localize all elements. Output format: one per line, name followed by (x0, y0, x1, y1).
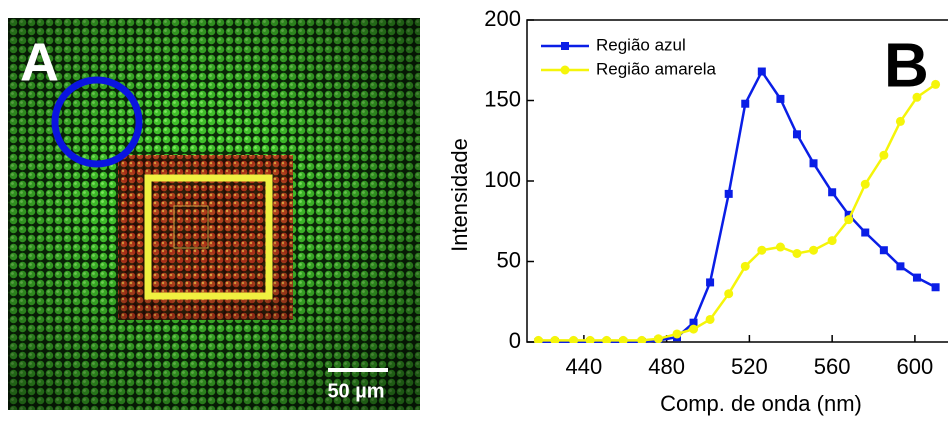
data-point (550, 336, 559, 345)
panel-label: B (884, 31, 929, 100)
x-tick-label: 600 (897, 354, 934, 379)
data-point (809, 246, 818, 255)
data-point (776, 243, 785, 252)
data-point (880, 246, 888, 254)
data-point (828, 236, 837, 245)
legend-marker (561, 66, 570, 75)
y-tick-label: 100 (484, 167, 521, 192)
data-point (861, 229, 869, 237)
data-point (534, 336, 543, 345)
figure: A 50 µm 0 50 100 150 200 440 480 520 560 600 Comp.… (0, 0, 948, 423)
legend-label: Região amarela (596, 59, 717, 78)
y-tick-label: 50 (497, 247, 521, 272)
y-tick-label: 200 (484, 6, 521, 31)
series-line (538, 84, 935, 340)
data-point (792, 249, 801, 258)
y-axis-label: Intensidade (447, 138, 472, 252)
data-point (654, 334, 663, 343)
data-point (793, 130, 801, 138)
data-point (586, 336, 595, 345)
data-point (706, 278, 714, 286)
plot-area (534, 68, 940, 346)
data-point (637, 336, 646, 345)
x-axis-label: Comp. de onda (nm) (660, 391, 862, 416)
data-point (741, 262, 750, 271)
data-point (896, 117, 905, 126)
x-tick-label: 520 (731, 354, 768, 379)
data-point (602, 336, 611, 345)
microscopy-image: A 50 µm (8, 18, 420, 410)
data-point (689, 325, 698, 334)
panel-label: A (20, 32, 59, 92)
legend-marker (561, 42, 569, 50)
data-point (724, 289, 733, 298)
x-tick-label: 480 (648, 354, 685, 379)
data-point (758, 68, 766, 76)
data-point (810, 159, 818, 167)
scale-bar-label: 50 µm (327, 380, 384, 402)
series-line (538, 72, 935, 342)
data-point (672, 329, 681, 338)
data-point (776, 95, 784, 103)
y-tick-label: 0 (509, 328, 521, 353)
data-point (932, 283, 940, 291)
data-point (741, 100, 749, 108)
legend-label: Região azul (596, 35, 686, 54)
data-point (844, 215, 853, 224)
data-point (879, 151, 888, 160)
data-point (931, 80, 940, 89)
x-tick-label: 560 (814, 354, 851, 379)
data-point (619, 336, 628, 345)
data-point (896, 262, 904, 270)
data-point (913, 274, 921, 282)
chart: 0 50 100 150 200 440 480 520 560 600 Comp. de onda… (447, 6, 948, 416)
data-point (912, 93, 921, 102)
y-tick-label: 150 (484, 86, 521, 111)
data-point (725, 190, 733, 198)
data-point (706, 315, 715, 324)
data-point (757, 246, 766, 255)
data-point (828, 188, 836, 196)
x-tick-label: 440 (566, 354, 603, 379)
data-point (861, 180, 870, 189)
data-point (569, 336, 578, 345)
